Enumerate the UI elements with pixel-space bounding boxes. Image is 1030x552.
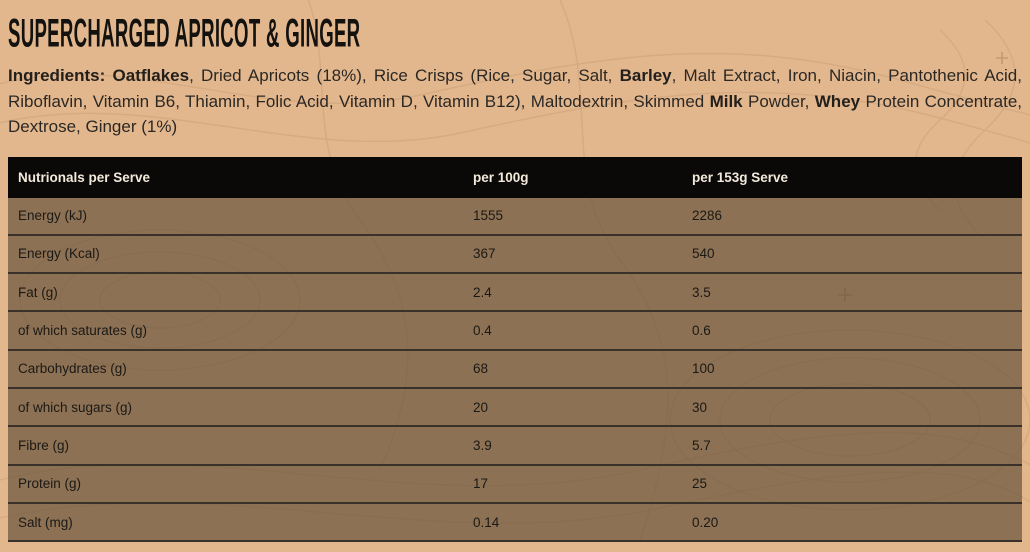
row-label: of which sugars (g) xyxy=(18,399,133,415)
ingredient-text: , Dried Apricots (18%), Rice Crisps (Ric… xyxy=(189,66,620,85)
table-row: Fat (g) 2.4 3.5 xyxy=(8,274,1022,313)
row-label: of which saturates (g) xyxy=(18,323,148,339)
product-title-wrap: SUPERCHARGED APRICOT & GINGER xyxy=(8,0,1022,58)
ingredient-text: Powder, xyxy=(742,91,815,111)
per-serve-value: 540 xyxy=(692,246,715,262)
ingredient-bold-term: Ingredients: xyxy=(8,66,113,85)
per-100g-value: 2.4 xyxy=(473,284,492,300)
per-100g-value: 1555 xyxy=(473,208,504,224)
table-row: Energy (Kcal) 367 540 xyxy=(8,235,1022,275)
row-label: Salt (mg) xyxy=(18,514,73,530)
header-per-100g-label: per 100g xyxy=(473,169,529,185)
header-per-serve-label: per 153g Serve xyxy=(692,169,789,185)
per-100g-value: 0.14 xyxy=(473,514,500,530)
table-header-row: Nutrionals per Serve per 100g per 153g S… xyxy=(8,156,1022,198)
per-serve-value: 0.20 xyxy=(692,514,719,530)
row-label: Energy (Kcal) xyxy=(18,246,100,262)
per-100g-value: 3.9 xyxy=(473,437,492,453)
row-label: Carbohydrates (g) xyxy=(18,361,127,377)
row-label: Fat (g) xyxy=(18,284,58,300)
ingredients-paragraph: Ingredients: Oatflakes, Dried Apricots (… xyxy=(8,63,1022,140)
per-serve-value: 0.6 xyxy=(692,323,711,339)
table-row: Salt (mg) 0.14 0.20 xyxy=(8,503,1022,543)
per-serve-value: 2286 xyxy=(692,208,723,224)
per-serve-value: 3.5 xyxy=(692,284,711,300)
nutrition-rows: Energy (kJ) 1555 2286 Energy (Kcal) 367 540 Fa… xyxy=(8,197,1022,543)
ingredient-text: Protein Concentrate, Dextrose, Ginger (1… xyxy=(8,91,1022,137)
per-serve-value: 30 xyxy=(692,399,708,415)
table-row: Fibre (g) 3.9 5.7 xyxy=(8,427,1022,466)
page-title: SUPERCHARGED APRICOT & GINGER xyxy=(8,12,361,56)
row-label: Protein (g) xyxy=(18,476,82,492)
ingredient-bold-term: Milk xyxy=(709,91,743,111)
row-label: Fibre (g) xyxy=(18,437,70,453)
per-100g-value: 68 xyxy=(473,361,489,377)
header-nutritionals-label: Nutrionals per Serve xyxy=(18,169,151,185)
table-row: of which sugars (g) 20 30 xyxy=(8,388,1022,428)
per-100g-value: 20 xyxy=(473,399,489,415)
ingredient-bold-term: Oatflakes xyxy=(112,66,190,85)
ingredient-bold-term: Barley xyxy=(619,66,672,85)
per-100g-value: 17 xyxy=(473,476,489,492)
nutrition-table: Nutrionals per Serve per 100g per 153g S… xyxy=(8,156,1022,543)
per-100g-value: 367 xyxy=(473,246,496,262)
table-row: Energy (kJ) 1555 2286 xyxy=(8,197,1022,236)
ingredient-bold-term: Whey xyxy=(814,91,861,111)
table-row: Protein (g) 17 25 xyxy=(8,465,1022,504)
per-serve-value: 100 xyxy=(692,361,715,377)
table-row: Carbohydrates (g) 68 100 xyxy=(8,350,1022,389)
per-serve-value: 5.7 xyxy=(692,437,711,453)
table-row: of which saturates (g) 0.4 0.6 xyxy=(8,312,1022,351)
row-label: Energy (kJ) xyxy=(18,208,88,224)
per-serve-value: 25 xyxy=(692,476,708,492)
per-100g-value: 0.4 xyxy=(473,323,492,339)
ingredient-text: , Malt Extract, Iron, Niacin, Pantotheni… xyxy=(8,66,1022,111)
